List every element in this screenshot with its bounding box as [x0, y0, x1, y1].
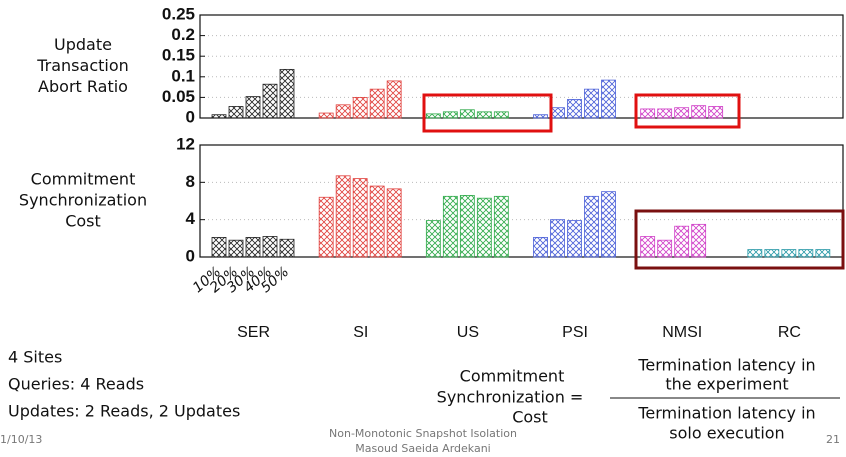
- y-tick-label: 0.15: [162, 46, 195, 65]
- y-tick-label: 0.1: [171, 66, 195, 85]
- bar: [262, 236, 278, 258]
- bar: [459, 109, 475, 119]
- bar: [335, 175, 351, 258]
- bar: [708, 106, 724, 119]
- y-axis-label: Commitment: [31, 170, 136, 189]
- note: Updates: 2 Reads, 2 Updates: [8, 402, 240, 421]
- y-tick-label: 4: [186, 209, 196, 228]
- y-tick-label: 0.25: [162, 4, 195, 23]
- bar: [567, 220, 582, 258]
- footer-page: 21: [826, 433, 840, 446]
- bar: [781, 249, 797, 258]
- bar: [584, 195, 599, 258]
- bar: [601, 79, 616, 119]
- bar: [674, 225, 690, 258]
- formula-lhs: Commitment: [460, 367, 565, 386]
- x-tick-label: US: [457, 324, 479, 341]
- x-tick-label: SI: [353, 324, 368, 341]
- note: 4 Sites: [8, 348, 62, 367]
- bar: [352, 97, 368, 119]
- bar: [211, 236, 227, 258]
- bar: [318, 196, 334, 258]
- bar: [318, 112, 334, 119]
- bar: [245, 96, 261, 119]
- bar: [335, 104, 351, 119]
- y-axis-label: Abort Ratio: [38, 77, 128, 96]
- highlight-box: [634, 93, 741, 129]
- y-tick-label: 0: [186, 107, 195, 126]
- y-tick-label: 0.2: [171, 25, 195, 44]
- highlight-box: [422, 93, 553, 133]
- y-axis-label: Synchronization: [19, 191, 147, 210]
- note: Queries: 4 Reads: [8, 375, 144, 394]
- y-axis-label: Cost: [65, 212, 101, 231]
- x-tick-label: PSI: [562, 324, 588, 341]
- bar: [459, 194, 475, 258]
- x-tick-label: RC: [778, 324, 801, 341]
- y-tick-label: 0: [186, 246, 195, 265]
- bar: [476, 197, 492, 258]
- bar: [369, 185, 385, 258]
- footer-author: Masoud Saeida Ardekani: [355, 442, 490, 455]
- y-axis-label: Transaction: [36, 56, 129, 75]
- plot-frame: [199, 144, 844, 258]
- bar: [691, 223, 707, 258]
- y-tick-label: 0.05: [162, 87, 195, 106]
- bar: [601, 191, 616, 258]
- bar: [386, 80, 402, 119]
- denominator-line: solo execution: [669, 424, 784, 443]
- bar: [815, 249, 831, 258]
- bar: [640, 236, 656, 258]
- bar: [262, 83, 278, 119]
- formula-lhs: Cost: [512, 408, 548, 427]
- bar: [476, 111, 492, 119]
- bar: [533, 236, 548, 258]
- bar: [640, 108, 656, 119]
- plot-frame: [199, 14, 844, 119]
- bar: [764, 249, 780, 258]
- bar: [493, 111, 509, 119]
- bar: [352, 178, 368, 258]
- bar: [550, 219, 565, 258]
- bar: [493, 195, 509, 258]
- bar: [386, 188, 402, 258]
- y-tick-label: 8: [186, 172, 195, 191]
- bar: [442, 111, 458, 119]
- bar: [228, 106, 244, 119]
- bar: [425, 220, 441, 258]
- bar: [550, 107, 565, 119]
- bar: [279, 68, 295, 119]
- x-tick-label: SER: [237, 324, 270, 341]
- bar: [442, 195, 458, 258]
- highlight-box: [634, 209, 845, 270]
- bar: [747, 249, 763, 258]
- bar: [211, 114, 227, 119]
- bar: [584, 88, 599, 119]
- bar: [279, 238, 295, 258]
- bar: [674, 107, 690, 119]
- y-axis-label: Update: [54, 35, 112, 54]
- denominator-line: Termination latency in: [637, 404, 815, 423]
- footer-date: 1/10/13: [0, 433, 42, 446]
- bar: [228, 239, 244, 258]
- bar: [657, 239, 673, 258]
- bar: [245, 236, 261, 258]
- bar: [798, 249, 814, 258]
- bar: [533, 114, 548, 119]
- formula-lhs: Synchronization =: [437, 388, 584, 407]
- bar: [567, 99, 582, 119]
- numerator-line: Termination latency in: [637, 356, 815, 375]
- bar: [369, 88, 385, 119]
- bar: [691, 105, 707, 119]
- bar: [425, 113, 441, 119]
- y-tick-label: 12: [176, 134, 195, 153]
- footer-title: Non-Monotonic Snapshot Isolation: [329, 427, 517, 440]
- numerator-line: the experiment: [665, 375, 788, 394]
- bar: [657, 108, 673, 119]
- x-tick-label: NMSI: [662, 324, 702, 341]
